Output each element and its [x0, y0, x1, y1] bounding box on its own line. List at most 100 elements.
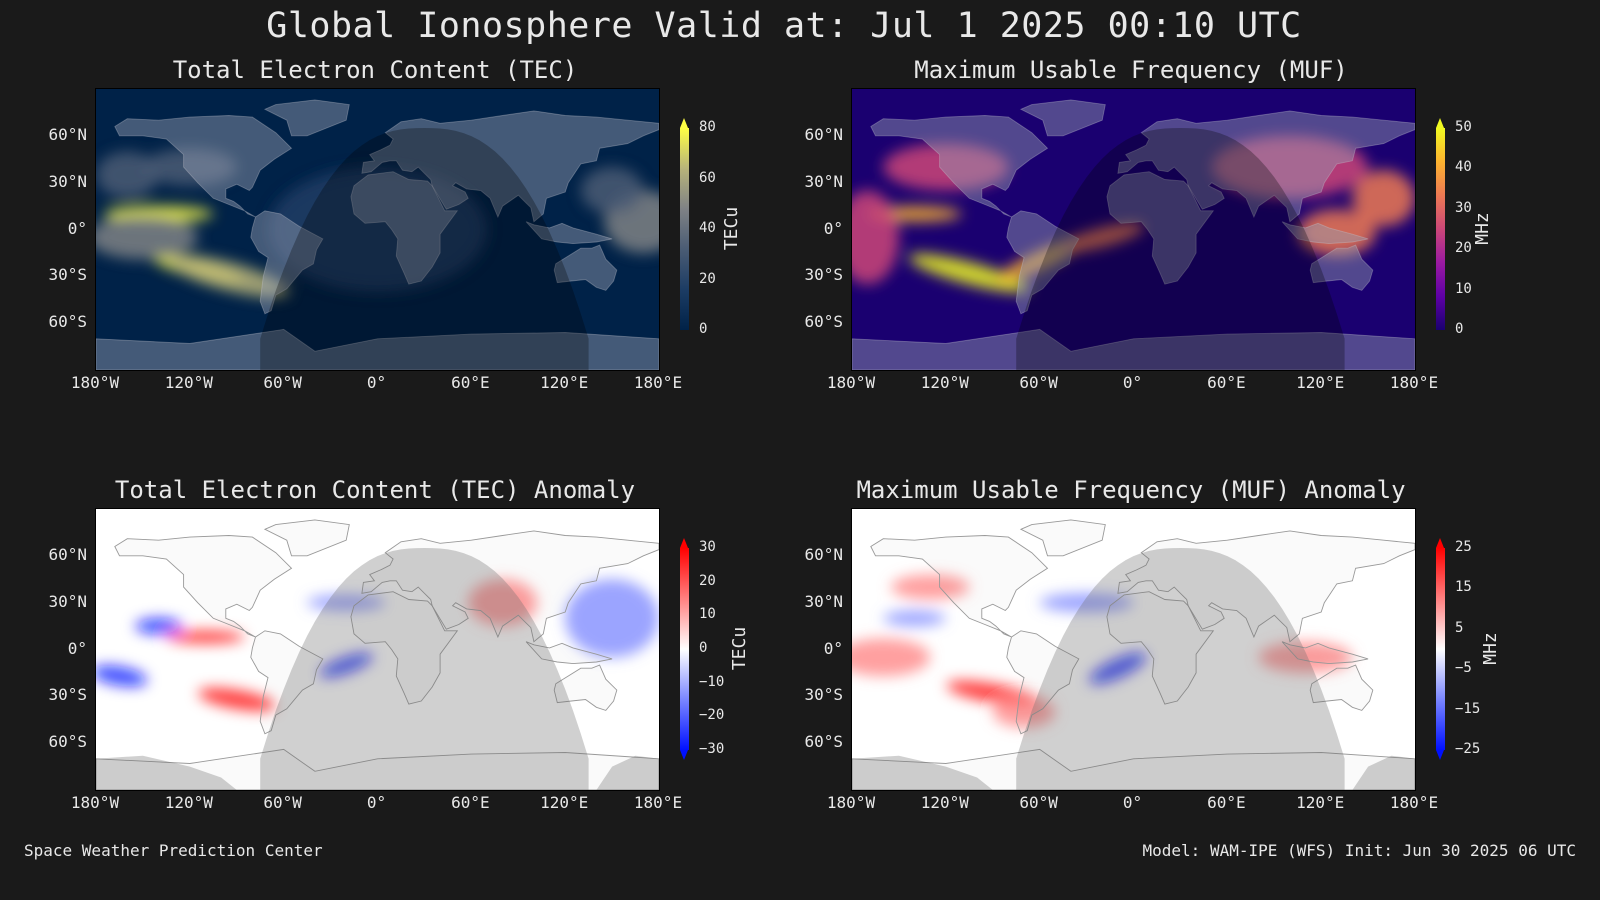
map-muf [851, 88, 1416, 371]
landmass-south-america [250, 210, 324, 315]
lon-label: 60°W [1019, 373, 1058, 392]
field-blob [319, 653, 373, 678]
field-blob [168, 255, 290, 298]
landmass-europe-asia [1117, 530, 1415, 643]
landmass-australia [553, 664, 618, 711]
field-blob [992, 696, 1056, 728]
coastlines [852, 519, 1415, 790]
field-layer [852, 574, 1353, 728]
landmass-antarctica [96, 328, 659, 370]
colorbar-unit-label: MHz [1479, 632, 1501, 665]
lon-label: 180°W [70, 793, 120, 812]
landmass-europe-asia [1117, 110, 1415, 223]
field-blob [198, 688, 276, 711]
landmass-greenland [1019, 519, 1106, 557]
colorbar-tick-label: 60 [699, 169, 716, 186]
colorbar-tick-label: 15 [1455, 579, 1472, 596]
landmass-australia [1309, 244, 1374, 291]
landmass-africa [1106, 591, 1215, 705]
footer-model-info: Model: WAM-IPE (WFS) Init: Jun 30 2025 0… [1142, 841, 1576, 860]
lon-label: 180°W [826, 373, 876, 392]
colorbar-tick-label: −30 [699, 741, 725, 757]
lon-label: 180°E [633, 793, 683, 812]
colorbar-extend-min [1436, 750, 1444, 760]
lon-label: 0° [1122, 793, 1143, 812]
colorbar-tick-label: −15 [1455, 700, 1481, 717]
colorbar-tec [680, 118, 689, 340]
landmass-africa [350, 171, 459, 285]
panel-title-tec_anom: Total Electron Content (TEC) Anomaly [114, 476, 636, 504]
lat-label: 60°N [48, 544, 87, 564]
landmass-europe-asia [361, 110, 659, 223]
lon-label: 120°E [540, 373, 589, 392]
lat-label: 60°S [804, 312, 843, 332]
landmass-south-america [1006, 210, 1080, 315]
landmass-indonesia [1281, 641, 1369, 665]
landmass-north-america [870, 115, 1049, 218]
map-background [96, 509, 659, 790]
colorbar-tick-label: 20 [699, 270, 716, 287]
field-blob [142, 148, 237, 186]
landmass-antarctica [96, 748, 659, 790]
colorbar-tick-label: −5 [1455, 660, 1472, 677]
night-shading [260, 128, 589, 370]
colorbar-tick-label: 25 [1455, 539, 1472, 555]
colorbar-tick-label: 40 [1455, 159, 1472, 176]
landmass-indonesia [525, 641, 613, 665]
night-shading-edge [596, 755, 659, 790]
colorbar-tick-label: 0 [1455, 321, 1464, 337]
landmass-europe-asia [361, 530, 659, 643]
landmass-antarctica [852, 328, 1415, 370]
field-blob [883, 143, 1009, 191]
lon-label: 0° [366, 373, 387, 392]
field-blob [852, 638, 931, 677]
landmass-greenland [1019, 99, 1106, 137]
colorbar-tec_anom [680, 538, 689, 760]
night-shading [1016, 128, 1345, 370]
lat-label: 30°S [48, 265, 87, 285]
lon-label: 120°E [540, 793, 589, 812]
landmass-north-america [114, 115, 293, 218]
landmass-australia [553, 244, 618, 291]
landmass-greenland [263, 519, 350, 557]
lon-label: 60°E [1207, 373, 1246, 392]
coastlines [96, 519, 659, 790]
field-blob [1352, 170, 1415, 227]
night-shading-edge [852, 755, 993, 790]
colorbar-extend-max [680, 538, 688, 548]
field-blob [908, 253, 1030, 293]
lon-label: 120°W [920, 793, 969, 812]
lat-label: 30°S [804, 265, 843, 285]
field-blob [96, 665, 148, 687]
landmass-south-america [250, 630, 324, 735]
lon-label: 180°W [826, 793, 876, 812]
landmass-indonesia [1281, 221, 1369, 245]
landmass-antarctica [852, 748, 1415, 790]
field-blob [307, 594, 386, 611]
lat-label: 30°S [804, 685, 843, 705]
colorbar-unit-label: TECu [721, 206, 743, 251]
colorbar-tick-label: 0 [699, 640, 708, 656]
lat-label: 30°N [804, 171, 843, 191]
colorbar-muf [1436, 118, 1445, 340]
night-shading-edge [1352, 755, 1415, 790]
field-blob [565, 579, 659, 658]
landmass-north-america [870, 535, 1049, 638]
colorbar-tick-label: 20 [699, 572, 716, 589]
lon-label: 60°W [263, 373, 302, 392]
field-blob [1258, 641, 1353, 673]
lon-label: 0° [1122, 373, 1143, 392]
main-title: Global Ionosphere Valid at: Jul 1 2025 0… [266, 6, 1302, 46]
field-blob [891, 574, 970, 600]
lat-label: 60°S [48, 732, 87, 752]
field-blob [135, 618, 183, 634]
map-muf_anom [851, 508, 1416, 791]
colorbar-tick-label: 80 [699, 119, 716, 135]
landmass-africa [1106, 171, 1215, 285]
panel-title-tec: Total Electron Content (TEC) [172, 56, 578, 84]
lon-label: 60°E [1207, 793, 1246, 812]
colorbar-unit-label: TECu [729, 626, 751, 671]
lat-label: 0° [67, 218, 87, 238]
lat-label: 60°S [48, 312, 87, 332]
field-blob [852, 190, 899, 285]
